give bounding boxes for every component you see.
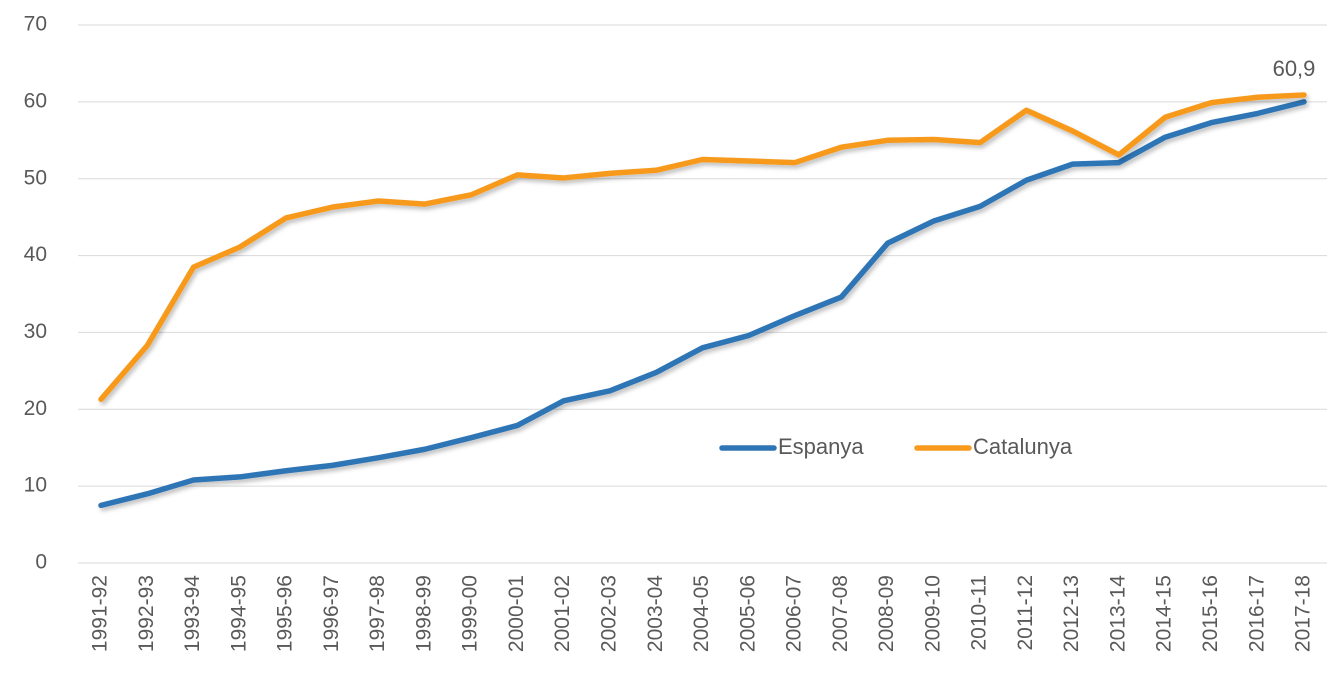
y-tick-label: 10 [24, 474, 47, 497]
x-tick-label: 1995-96 [274, 575, 297, 652]
x-tick-label: 1994-95 [227, 575, 250, 652]
x-tick-label: 2005-06 [736, 575, 759, 652]
y-tick-label: 50 [24, 166, 47, 189]
x-tick-label: 1996-97 [320, 575, 343, 652]
x-tick-label: 2001-02 [551, 575, 574, 652]
x-tick-label: 2008-09 [875, 575, 898, 652]
data-label: 60,9 [1273, 56, 1316, 81]
x-tick-label: 2000-01 [505, 575, 528, 652]
legend-label: Catalunya [973, 434, 1073, 459]
x-tick-label: 2014-15 [1153, 575, 1176, 652]
x-tick-label: 2013-14 [1106, 575, 1129, 652]
x-tick-label: 1991-92 [89, 575, 112, 652]
x-tick-label: 1993-94 [181, 575, 204, 652]
grid [78, 24, 1327, 564]
y-tick-label: 0 [35, 551, 47, 574]
plot-area [98, 92, 1307, 509]
y-tick-label: 70 [24, 13, 47, 36]
x-tick-label: 2006-07 [783, 575, 806, 652]
x-tick-label: 2011-12 [1014, 575, 1037, 651]
x-tick-label: 2012-13 [1060, 575, 1083, 652]
series-line [98, 92, 1307, 403]
x-tick-label: 1998-99 [412, 575, 435, 652]
y-tick-label: 30 [24, 320, 47, 343]
x-tick-label: 2004-05 [690, 575, 713, 652]
x-tick-label: 2007-08 [829, 575, 852, 652]
series-line [98, 99, 1307, 509]
y-tick-label: 20 [24, 397, 47, 420]
x-tick-label: 2002-03 [598, 575, 621, 652]
legend-label: Espanya [778, 434, 864, 459]
x-tick-label: 2016-17 [1245, 575, 1268, 652]
x-tick-label: 1999-00 [459, 575, 482, 652]
x-tick-label: 2017-18 [1292, 575, 1315, 652]
x-tick-label: 1997-98 [366, 575, 389, 652]
x-tick-label: 1992-93 [135, 575, 158, 652]
y-tick-label: 60 [24, 89, 47, 112]
x-tick-label: 2010-11 [968, 575, 991, 651]
x-tick-label: 2003-04 [644, 575, 667, 652]
y-tick-label: 40 [24, 243, 47, 266]
x-tick-label: 2009-10 [921, 575, 944, 652]
x-tick-label: 2015-16 [1199, 575, 1222, 652]
